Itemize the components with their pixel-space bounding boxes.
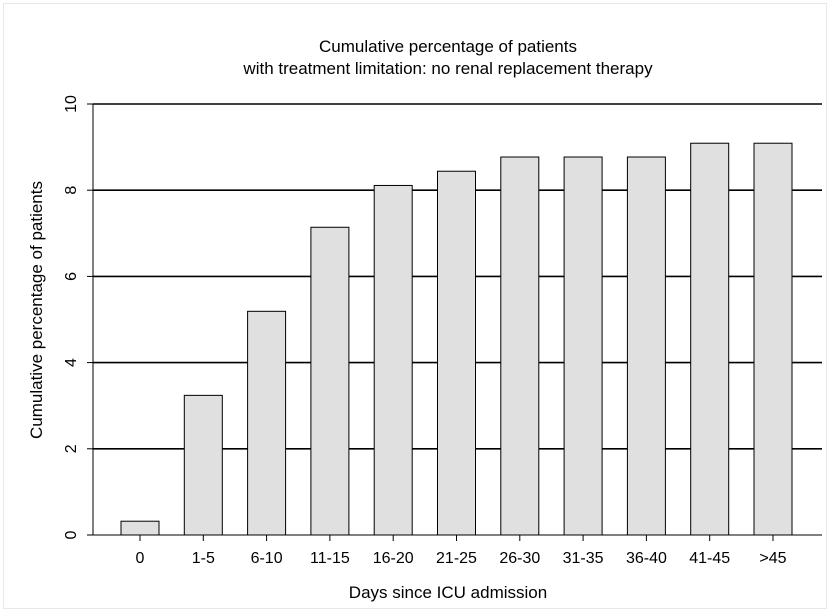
- x-tick-label: >45: [759, 550, 786, 567]
- x-tick-label: 31-35: [563, 550, 604, 567]
- chart-subtitle: with treatment limitation: no renal repl…: [242, 59, 653, 78]
- y-tick-label: 2: [63, 444, 80, 453]
- y-tick-label: 6: [63, 272, 80, 281]
- y-tick-label: 8: [63, 186, 80, 195]
- bar-6-10: [247, 310, 287, 536]
- bar-26-30: [500, 156, 540, 536]
- x-tick-label: 41-45: [689, 550, 730, 567]
- bar-41-45: [690, 142, 730, 536]
- y-tick-label: 4: [63, 358, 80, 367]
- y-axis-label: Cumulative percentage of patients: [27, 181, 46, 439]
- x-axis-label: Days since ICU admission: [349, 583, 547, 602]
- y-tick-label: 0: [63, 530, 80, 539]
- bar-16-20: [373, 184, 413, 536]
- bar-36-40: [626, 156, 666, 536]
- chart-frame: [3, 3, 827, 609]
- chart-title: Cumulative percentage of patients: [319, 37, 577, 56]
- y-axis: 0 2 4 6 8 10: [63, 95, 94, 539]
- x-tick-label: 36-40: [626, 550, 667, 567]
- bar-1-5: [183, 394, 223, 536]
- x-tick-label: 1-5: [192, 550, 215, 567]
- x-tick-label: 16-20: [373, 550, 414, 567]
- bar-21-25: [437, 170, 476, 536]
- x-tick-label: 6-10: [251, 550, 283, 567]
- x-tick-label: 26-30: [499, 550, 540, 567]
- x-tick-label: 11-15: [310, 550, 350, 567]
- bar-0: [120, 520, 160, 536]
- bar-11-15: [310, 226, 350, 536]
- x-axis: 0 1-5 6-10 11-15 16-20 21-25 26-30 31-35 36-40 41…: [93, 534, 822, 567]
- x-tick-label: 0: [136, 550, 145, 567]
- y-tick-label: 10: [63, 95, 80, 113]
- bars-group: [120, 142, 793, 536]
- bar-31-35: [563, 156, 603, 536]
- bar->45: [753, 142, 793, 536]
- x-tick-label: 21-25: [436, 550, 477, 567]
